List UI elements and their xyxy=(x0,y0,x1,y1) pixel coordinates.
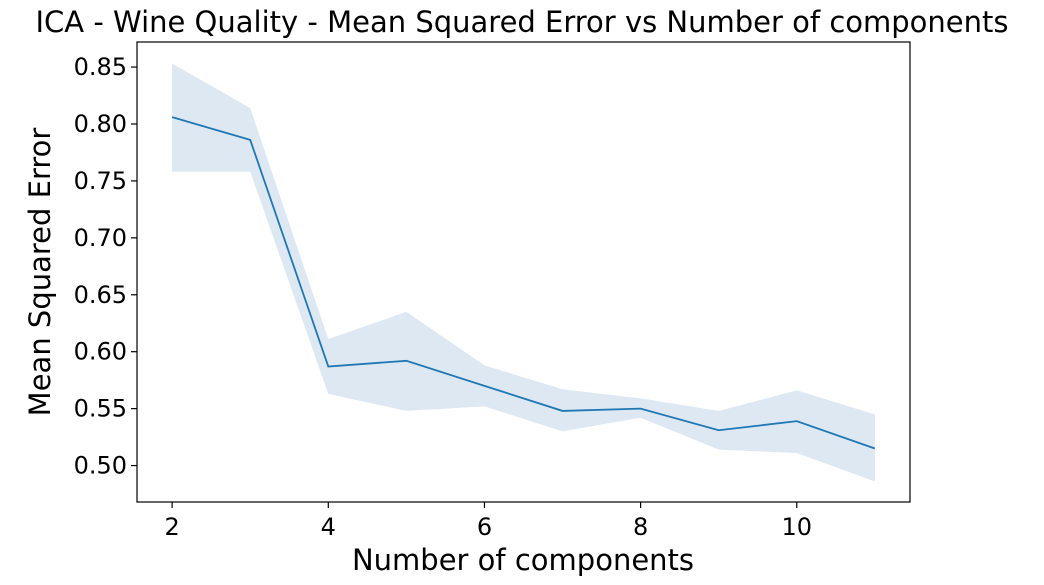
chart-title: ICA - Wine Quality - Mean Squared Error … xyxy=(35,5,1008,39)
y-tick-label: 0.85 xyxy=(74,53,127,81)
x-axis-label: Number of components xyxy=(352,543,694,577)
y-tick-label: 0.55 xyxy=(74,395,127,423)
x-tick-label: 4 xyxy=(321,513,336,541)
y-tick-label: 0.50 xyxy=(74,452,127,480)
confidence-band xyxy=(172,63,875,482)
y-tick-label: 0.60 xyxy=(74,338,127,366)
y-axis-label: Mean Squared Error xyxy=(23,128,57,417)
series-line xyxy=(171,116,876,450)
y-tick-label: 0.70 xyxy=(74,224,127,252)
plot-frame xyxy=(136,41,911,503)
x-tick-label: 2 xyxy=(164,513,179,541)
y-axis: 0.50 0.55 0.60 0.65 0.70 0.75 0.80 0.85 xyxy=(74,53,137,480)
x-tick-label: 6 xyxy=(477,513,492,541)
y-tick-label: 0.80 xyxy=(74,110,127,138)
y-tick-label: 0.65 xyxy=(74,281,127,309)
y-tick-label: 0.75 xyxy=(74,167,127,195)
x-tick-label: 10 xyxy=(782,513,813,541)
x-tick-label: 8 xyxy=(633,513,648,541)
plot-area xyxy=(171,63,876,482)
x-axis: 2 4 6 8 10 xyxy=(164,502,812,541)
